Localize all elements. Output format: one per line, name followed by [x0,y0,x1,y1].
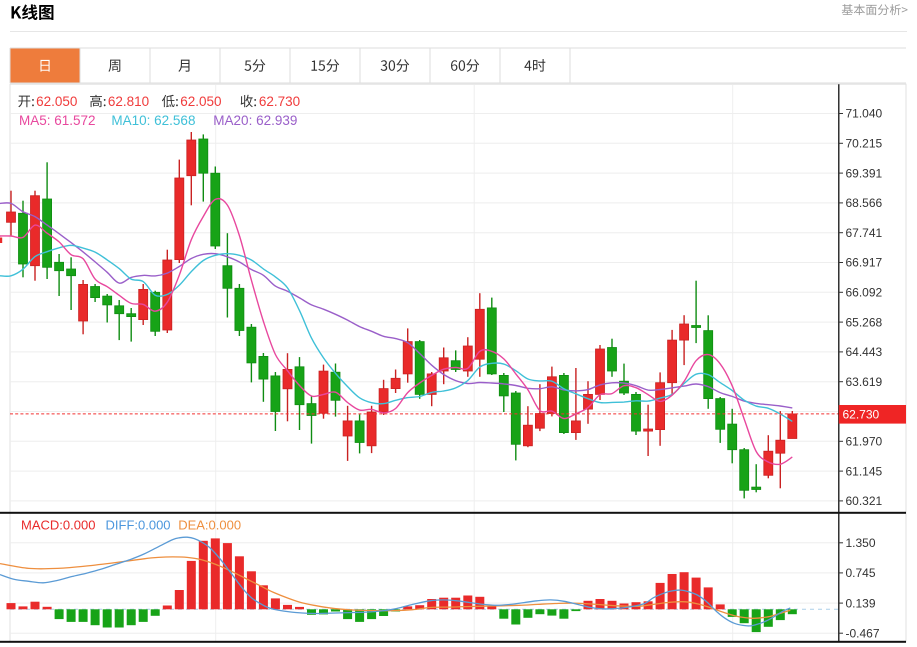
svg-text:70.215: 70.215 [846,137,883,151]
svg-text:62.810: 62.810 [108,94,149,109]
svg-text:68.566: 68.566 [846,196,883,210]
svg-text:62.730: 62.730 [259,94,300,109]
svg-text:64.443: 64.443 [846,345,883,359]
svg-text:MA20: 62.939: MA20: 62.939 [213,113,297,128]
svg-text:66.917: 66.917 [846,256,883,270]
svg-text:61.145: 61.145 [846,464,883,478]
svg-text:65.268: 65.268 [846,315,883,329]
svg-text:61.970: 61.970 [846,435,883,449]
svg-text:DEA:0.000: DEA:0.000 [178,518,241,533]
svg-text:MA10: 62.568: MA10: 62.568 [111,113,195,128]
svg-text:MACD:0.000: MACD:0.000 [21,518,95,533]
svg-text:63.619: 63.619 [846,375,883,389]
svg-text:60.321: 60.321 [846,494,883,508]
svg-text:62.050: 62.050 [180,94,221,109]
svg-text:62.730: 62.730 [843,408,880,422]
svg-text:69.391: 69.391 [846,166,883,180]
svg-text:1.350: 1.350 [846,536,876,550]
svg-text:66.092: 66.092 [846,286,883,300]
svg-text:0.139: 0.139 [846,596,876,610]
svg-text:-0.467: -0.467 [846,626,880,640]
svg-text:71.040: 71.040 [846,107,883,121]
svg-text:67.741: 67.741 [846,226,883,240]
svg-text:62.050: 62.050 [36,94,77,109]
svg-text:MA5: 61.572: MA5: 61.572 [19,113,96,128]
svg-text:0.745: 0.745 [846,566,876,580]
svg-text:DIFF:0.000: DIFF:0.000 [106,518,171,533]
